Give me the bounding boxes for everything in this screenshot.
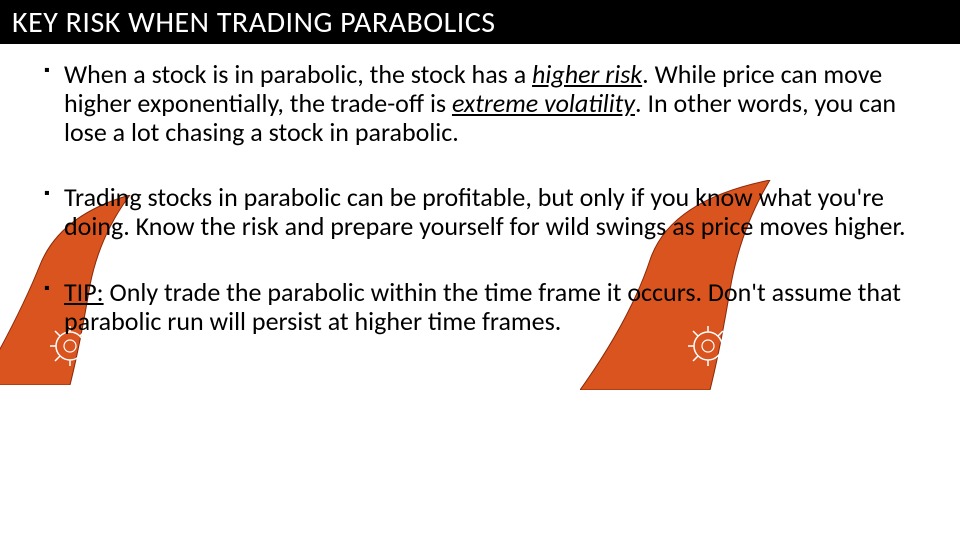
title-bar: KEY RISK WHEN TRADING PARABOLICS xyxy=(0,0,960,44)
bullet-1-em-1: higher risk xyxy=(532,58,642,90)
bullet-2-text: Trading stocks in parabolic can be profi… xyxy=(64,181,906,242)
bullet-2: Trading stocks in parabolic can be profi… xyxy=(44,183,920,241)
bullet-1: When a stock is in parabolic, the stock … xyxy=(44,60,920,147)
bullet-3-tip-label: TIP: xyxy=(64,276,104,308)
slide-title: KEY RISK WHEN TRADING PARABOLICS xyxy=(12,4,496,41)
bullet-1-text-a: When a stock is in parabolic, the stock … xyxy=(64,58,532,90)
bullet-1-em-2: extreme volatility xyxy=(452,87,635,119)
content-area: When a stock is in parabolic, the stock … xyxy=(44,60,920,372)
bullet-3: TIP: Only trade the parabolic within the… xyxy=(44,278,920,336)
bullet-3-text: Only trade the parabolic within the time… xyxy=(64,276,901,337)
